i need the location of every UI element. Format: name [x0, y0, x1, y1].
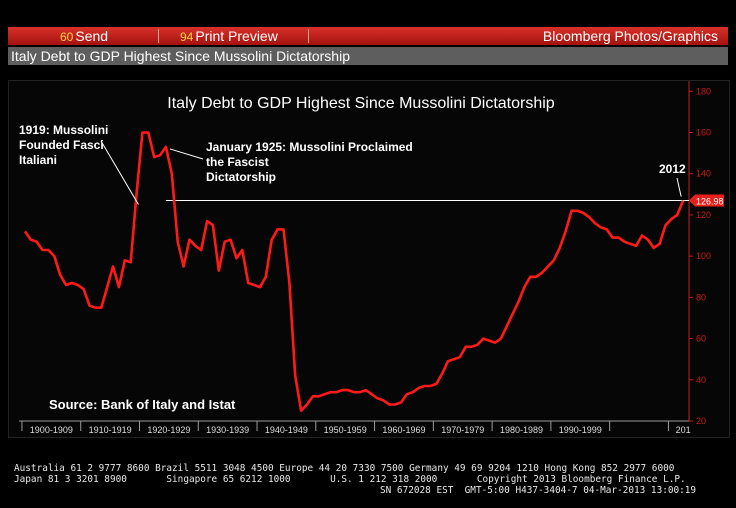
x-tick-label: 1970-1979 — [441, 425, 484, 435]
annotation-1925-line3: Dictatorship — [206, 170, 276, 184]
annotation-2012: 2012 — [659, 162, 686, 176]
print-preview-button[interactable]: 94 Print Preview — [180, 27, 278, 45]
y-tick-label: 20 — [696, 416, 706, 426]
y-tick-label: 160 — [696, 128, 711, 138]
x-tick-label: 1980-1989 — [500, 425, 543, 435]
annotation-1919-line2: Founded Fasci — [19, 138, 104, 152]
y-tick-label: 100 — [696, 251, 711, 261]
y-tick-label: 180 — [696, 86, 711, 96]
last-value-tag-bg — [689, 194, 724, 207]
last-value-tag: 126.98 — [689, 194, 724, 207]
x-tick-label: 1990-1999 — [559, 425, 602, 435]
menu-separator — [308, 29, 309, 43]
annotation-1925-line2: the Fascist — [206, 155, 269, 169]
brand-label: Bloomberg Photos/Graphics — [542, 28, 718, 44]
annotation-1925-line1: January 1925: Mussolini Proclaimed — [206, 140, 413, 154]
x-tick-label: 201 — [676, 425, 691, 435]
x-tick-label: 1960-1969 — [382, 425, 425, 435]
x-tick-label: 1940-1949 — [265, 425, 308, 435]
x-tick-label: 1910-1919 — [89, 425, 132, 435]
annotation-1919-line3: Italiani — [19, 153, 57, 167]
window-title: Italy Debt to GDP Highest Since Mussolin… — [11, 48, 350, 64]
x-tick-label: 1900-1909 — [30, 425, 73, 435]
y-tick-label: 120 — [696, 210, 711, 220]
annotation-1925-arrow — [169, 148, 204, 160]
menu-bar: 60 Send 94 Print Preview Bloomberg Photos/… — [8, 27, 728, 45]
x-tick-label: 1930-1939 — [206, 425, 249, 435]
y-tick-label: 60 — [696, 334, 706, 344]
y-tick-label: 80 — [696, 292, 706, 302]
footer-timestamp: SN 672028 EST GMT-5:00 H437-3404-7 04-Ma… — [380, 485, 697, 496]
chart-title: Italy Debt to GDP Highest Since Mussolin… — [167, 95, 555, 112]
send-button[interactable]: 60 Send — [60, 27, 108, 45]
footer-contacts-line1: Australia 61 2 9777 8600 Brazil 5511 304… — [14, 463, 675, 474]
footer-contacts-line2: Japan 81 3 3201 8900 Singapore 65 6212 1… — [14, 474, 686, 485]
chart-panel: 20 40 60 80 100 120 140 160 180 1900-1909 1910-191… — [8, 80, 730, 438]
x-tick-label: 1950-1959 — [324, 425, 367, 435]
y-tick-label: 140 — [696, 169, 711, 179]
y-tick-label: 40 — [696, 375, 706, 385]
window-title-bar: Italy Debt to GDP Highest Since Mussolin… — [8, 47, 728, 65]
series-line — [23, 131, 685, 413]
send-shortcut: 60 — [60, 30, 74, 44]
x-tick-label: 1920-1929 — [147, 425, 190, 435]
annotation-2012-arrow — [676, 177, 682, 197]
last-value-tag-label: 126.98 — [696, 197, 724, 207]
print-label: Print Preview — [195, 28, 278, 44]
send-label: Send — [75, 28, 109, 44]
print-shortcut: 94 — [180, 30, 194, 44]
source-note: Source: Bank of Italy and Istat — [49, 397, 236, 412]
menu-separator — [158, 29, 159, 43]
annotation-1919-arrow — [100, 140, 139, 205]
annotation-1919-line1: 1919: Mussolini — [19, 123, 108, 137]
line-chart: 20 40 60 80 100 120 140 160 180 1900-1909 1910-191… — [19, 81, 724, 435]
